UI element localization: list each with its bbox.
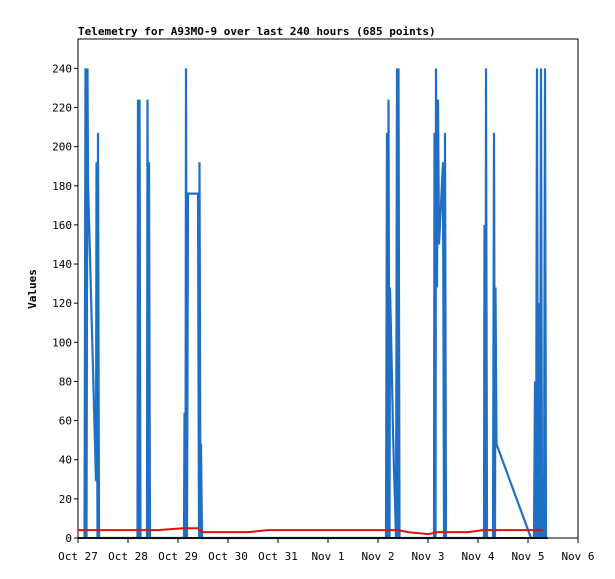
y-axis: 0 20 40 60 80 100 120 140 160 180 200 220 240 — [52, 62, 78, 545]
y-tick-label: 20 — [59, 493, 72, 506]
x-tick-label: Nov 2 — [361, 550, 394, 563]
chart-title: Telemetry for A93MO-9 over last 240 hour… — [78, 25, 436, 38]
series-layer — [78, 68, 548, 540]
x-tick-label: Oct 30 — [208, 550, 248, 563]
x-tick-label: Nov 5 — [511, 550, 544, 563]
y-tick-label: 80 — [59, 375, 72, 388]
x-tick-label: Nov 4 — [461, 550, 494, 563]
x-tick-label: Oct 31 — [258, 550, 298, 563]
y-tick-label: 100 — [52, 336, 72, 349]
series-line-1 — [83, 68, 548, 540]
x-tick-label: Oct 27 — [58, 550, 98, 563]
y-tick-label: 180 — [52, 180, 72, 193]
y-tick-label: 60 — [59, 415, 72, 428]
y-tick-label: 120 — [52, 297, 72, 310]
x-tick-label: Oct 28 — [108, 550, 148, 563]
y-tick-label: 40 — [59, 454, 72, 467]
y-tick-label: 140 — [52, 258, 72, 271]
x-tick-label: Oct 29 — [158, 550, 198, 563]
y-tick-label: 240 — [52, 62, 72, 75]
y-tick-label: 200 — [52, 141, 72, 154]
x-axis: Oct 27 Oct 28 Oct 29 Oct 30 Oct 31 Nov 1 Nov 2… — [58, 538, 595, 563]
x-tick-label: Nov 6 — [561, 550, 594, 563]
x-tick-label: Nov 1 — [311, 550, 344, 563]
y-tick-label: 0 — [65, 532, 72, 545]
y-axis-label: Values — [26, 269, 39, 309]
y-tick-label: 160 — [52, 219, 72, 232]
series-line-2 — [78, 527, 543, 536]
y-tick-label: 220 — [52, 101, 72, 114]
x-tick-label: Nov 3 — [411, 550, 444, 563]
